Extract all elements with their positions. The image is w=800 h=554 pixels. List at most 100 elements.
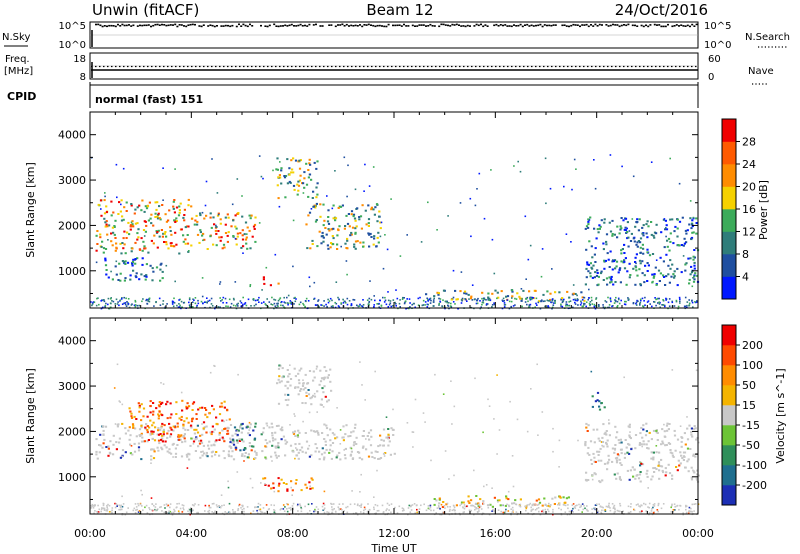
nave-label: Nave [748, 66, 774, 77]
nsky-point [99, 24, 102, 27]
nsky-point [590, 24, 592, 26]
nsky-point [288, 24, 291, 27]
nsky-point [497, 25, 500, 27]
power-echo-region [193, 212, 257, 250]
velocity-echo-region [584, 422, 700, 484]
nsky-point [396, 24, 399, 27]
velocity-cbar-tick-label: 15 [742, 399, 756, 412]
power-cbar-tick-label: 24 [742, 158, 756, 171]
nsky-point [319, 25, 322, 27]
nsky-point [502, 24, 504, 27]
power-ytick-label: 2000 [58, 219, 86, 232]
velocity-colorbar-segment [722, 365, 736, 386]
nsky-point [400, 25, 403, 27]
freq-tick-top: 18 [73, 54, 86, 65]
nsky-point [315, 23, 317, 26]
nsky-point [244, 24, 247, 27]
nsky-point [251, 25, 254, 27]
nsky-point [350, 24, 353, 27]
nsky-point [321, 25, 324, 27]
nsky-point [422, 24, 425, 26]
power-ytick-label: 1000 [58, 265, 86, 278]
nsky-point [114, 25, 117, 28]
nsky-point [647, 25, 650, 28]
nsky-point [376, 24, 379, 27]
nsky-point [161, 23, 163, 26]
nsky-point [405, 25, 408, 27]
nsky-point [477, 24, 480, 27]
nsky-point [695, 23, 698, 26]
nsky-point [664, 25, 667, 28]
nsky-point [370, 24, 372, 26]
nsky-point [304, 24, 306, 27]
nsky-point [229, 25, 232, 28]
nsky-point [172, 24, 174, 26]
nsky-point [656, 24, 658, 26]
nsky-point [455, 23, 458, 26]
nsky-point [330, 24, 333, 26]
nsky-point [552, 24, 555, 26]
nsky-point [612, 23, 614, 26]
nsky-point [678, 25, 680, 27]
nsky-point [123, 24, 126, 27]
nsky-point [110, 24, 113, 27]
nsky-point [147, 24, 150, 26]
nsky-point [431, 25, 434, 27]
nsky-point [526, 23, 529, 26]
nsky-point [482, 25, 485, 28]
nsky-point [447, 24, 449, 27]
nsky-point [506, 25, 509, 27]
velocity-echo-region [276, 364, 333, 407]
nsky-point [645, 24, 647, 27]
nsky-point [680, 24, 683, 26]
nsky-point [385, 25, 388, 28]
nsky-point [158, 24, 161, 26]
nsky-point [359, 24, 361, 26]
nsky-point [213, 25, 216, 28]
nsky-point [517, 24, 520, 27]
velocity-ylabel: Slant Range [km] [24, 368, 37, 464]
nsky-point [306, 25, 309, 27]
nsky-point [95, 23, 97, 26]
nsky-point [510, 25, 513, 28]
x-axis-label: Time UT [370, 542, 416, 554]
nsky-point [119, 25, 122, 27]
nsky-point [361, 25, 364, 28]
x-tick-label: 16:00 [479, 527, 511, 540]
velocity-cbar-tick-label: 200 [742, 339, 763, 352]
nsky-point [125, 24, 128, 27]
nsky-point [411, 24, 414, 27]
nsky-panel: N.Sky 10^5 10^0 10^5 10^0 N.Search [2, 21, 790, 51]
nsky-point [601, 24, 603, 26]
velocity-echo-region [229, 422, 257, 452]
nsky-point [574, 24, 577, 26]
nsky-point [242, 23, 245, 26]
nsky-point [686, 24, 689, 27]
nsky-point [224, 24, 227, 27]
nsky-point [121, 23, 124, 26]
nsky-point [169, 24, 172, 26]
velocity-echo-region [95, 422, 396, 461]
nsky-point [508, 25, 511, 27]
velocity-panel: 1000 2000 3000 4000 Slant Range [km] 200 100… [24, 317, 787, 554]
power-colorbar-segment [722, 209, 736, 232]
nsky-point [117, 23, 119, 26]
nsky-point [128, 24, 130, 26]
nsky-point [101, 25, 104, 28]
velocity-colorbar-segment [722, 445, 736, 466]
velocity-echo-region [128, 399, 231, 443]
nsky-point [211, 24, 214, 27]
nsky-point [605, 24, 608, 26]
nsky-point [541, 25, 544, 28]
nsky-point [249, 23, 251, 26]
power-cbar-tick-label: 12 [742, 226, 756, 239]
nsky-point [398, 24, 401, 26]
power-cbar-tick-label: 4 [742, 271, 749, 284]
nsky-point [444, 24, 447, 26]
nsky-point [299, 23, 302, 26]
nsky-point [684, 25, 687, 27]
nsky-point [620, 24, 623, 27]
x-tick-label: 20:00 [581, 527, 613, 540]
nsky-point [636, 25, 639, 27]
nsky-point [163, 24, 166, 26]
